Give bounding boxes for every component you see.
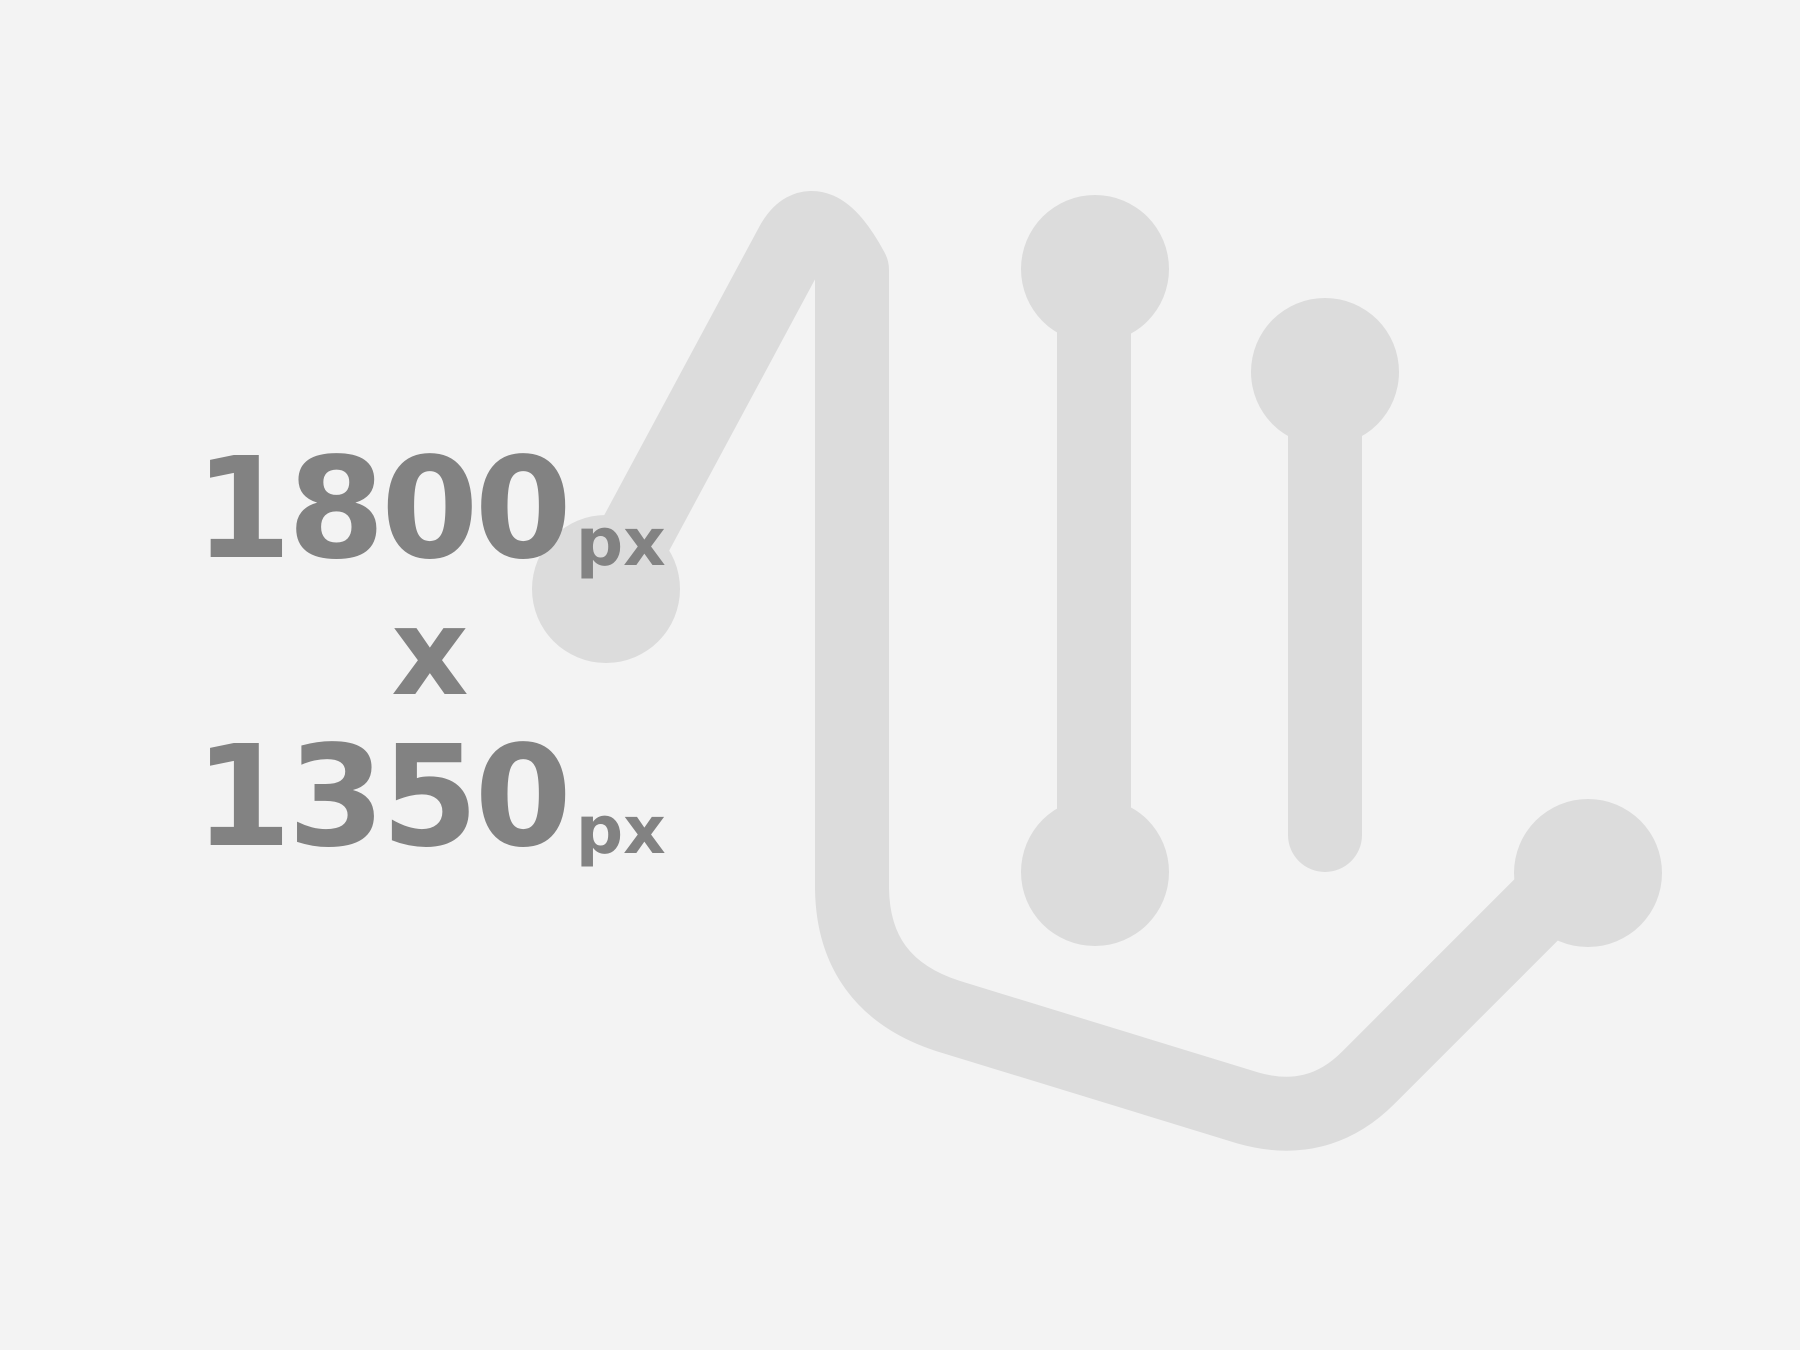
dimension-label: 1800 px x 1350 px (150, 440, 710, 868)
dimension-separator: x (391, 584, 469, 723)
height-value: 1350 (194, 716, 572, 879)
height-unit: px (575, 792, 666, 869)
width-line: 1800 px (194, 440, 665, 580)
width-unit: px (575, 504, 666, 581)
height-line: 1350 px (194, 728, 665, 868)
width-value: 1800 (194, 428, 572, 591)
